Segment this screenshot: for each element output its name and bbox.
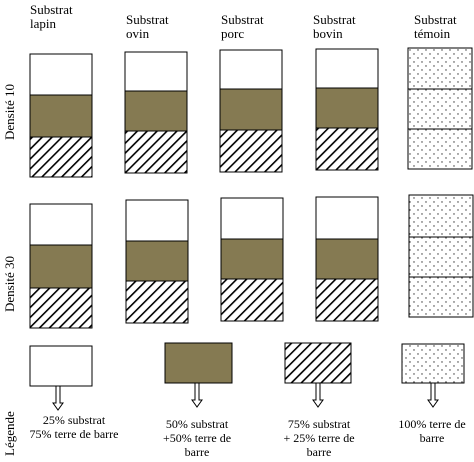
- legend-swatch-75: [284, 342, 352, 384]
- box-temoin-densite-30: [408, 194, 474, 318]
- box-ovin-densite-10: [124, 51, 188, 174]
- box-porc-densite-10: [219, 49, 283, 173]
- legend-line: +50% terre de: [162, 431, 232, 445]
- column-header-line2: ovin: [126, 26, 150, 41]
- column-header-ovin: Substrat ovin: [126, 13, 169, 41]
- legend-swatch-25: [29, 345, 93, 387]
- legend-label-75: 75% substrat + 25% terre de barre: [272, 417, 366, 459]
- column-header-temoin: Substrat témoin: [414, 13, 457, 41]
- legend-line: 75% substrat: [287, 417, 351, 431]
- legend-line: + 25% terre de: [283, 431, 355, 445]
- box-ovin-densite-30: [125, 199, 189, 324]
- legend-line: 25% substrat: [42, 413, 106, 427]
- column-header-line2: témoin: [414, 26, 451, 41]
- arrow-down-icon: [191, 382, 203, 408]
- column-header-line2: porc: [221, 26, 245, 41]
- legend-line: barre: [306, 445, 332, 459]
- box-porc-densite-30: [220, 197, 284, 322]
- column-header-line1: Substrat: [414, 12, 457, 27]
- column-header-bovin: Substrat bovin: [313, 13, 356, 41]
- legend-label-50: 50% substrat +50% terre de barre: [150, 417, 244, 459]
- column-header-line1: Substrat: [126, 12, 169, 27]
- arrow-down-icon: [427, 382, 439, 408]
- legend-label-100: 100% terre de barre: [390, 417, 474, 445]
- legend-label-25: 25% substrat 75% terre de barre: [22, 413, 126, 441]
- box-bovin-densite-10: [315, 48, 379, 171]
- legend-line: 50% substrat: [165, 417, 229, 431]
- legend-line: 75% terre de barre: [29, 427, 119, 441]
- legend-line: barre: [419, 431, 445, 445]
- box-lapin-densite-30: [29, 203, 93, 329]
- legend-swatch-100: [401, 343, 465, 384]
- column-header-line1: Substrat: [221, 12, 264, 27]
- legend-swatch-50: [164, 342, 233, 384]
- legend-line: 100% terre de: [398, 417, 466, 431]
- column-header-lapin: Substrat lapin: [30, 3, 73, 31]
- column-header-line2: lapin: [30, 16, 56, 31]
- legend-line: barre: [184, 445, 210, 459]
- column-header-line1: Substrat: [30, 2, 73, 17]
- column-header-line2: bovin: [313, 26, 343, 41]
- box-lapin-densite-10: [29, 53, 93, 178]
- box-temoin-densite-10: [407, 47, 473, 170]
- column-header-line1: Substrat: [313, 12, 356, 27]
- column-header-porc: Substrat porc: [221, 13, 264, 41]
- arrow-down-icon: [312, 382, 324, 408]
- box-bovin-densite-30: [315, 196, 379, 322]
- arrow-down-icon: [52, 385, 64, 411]
